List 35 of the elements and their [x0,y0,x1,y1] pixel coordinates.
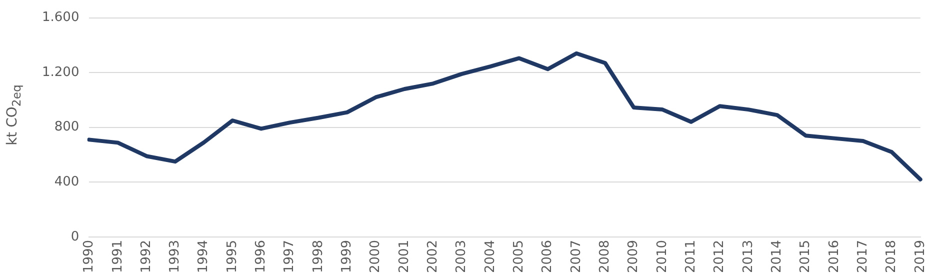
x-tick-label: 1994 [196,240,212,274]
x-tick-label: 2004 [482,240,498,274]
x-tick-label: 1999 [340,240,355,274]
x-tick-label: 1991 [110,240,126,274]
x-tick-label: 1993 [168,240,183,274]
y-tick-label: 1.200 [42,64,80,80]
x-tick-label: 2007 [568,240,584,274]
x-tick-label: 2000 [368,240,384,274]
x-tick-label: 1998 [310,240,326,274]
x-tick-label: 2002 [426,240,441,274]
x-tick-label: 1992 [138,240,154,274]
x-tick-label: 2003 [454,240,470,274]
x-tick-label: 1996 [254,240,269,274]
x-tick-label: 2009 [626,240,642,274]
x-tick-label: 2001 [396,240,412,274]
y-tick-label: 400 [54,174,80,190]
x-tick-label: 1995 [224,240,240,274]
x-tick-label: 2012 [712,240,728,274]
x-tick-label: 2005 [512,240,527,274]
x-tick-label: 1997 [282,240,298,274]
x-tick-label: 2016 [826,240,842,274]
x-tick-label: 2015 [798,240,814,274]
y-tick-label: 0 [70,229,80,244]
x-tick-label: 2010 [654,240,670,274]
x-tick-label: 2006 [540,240,556,274]
x-tick-label: 2014 [769,240,784,274]
y-tick-label: 1.600 [42,10,80,26]
x-tick-label: 1990 [82,240,97,274]
x-tick-label: 2017 [855,240,870,274]
x-tick-label: 2011 [683,240,698,274]
y-tick-label: 800 [54,120,80,135]
x-tick-label: 2013 [740,240,756,274]
x-tick-label: 2008 [598,240,612,274]
x-tick-label: 2019 [912,240,928,274]
x-tick-label: 2018 [884,240,900,274]
